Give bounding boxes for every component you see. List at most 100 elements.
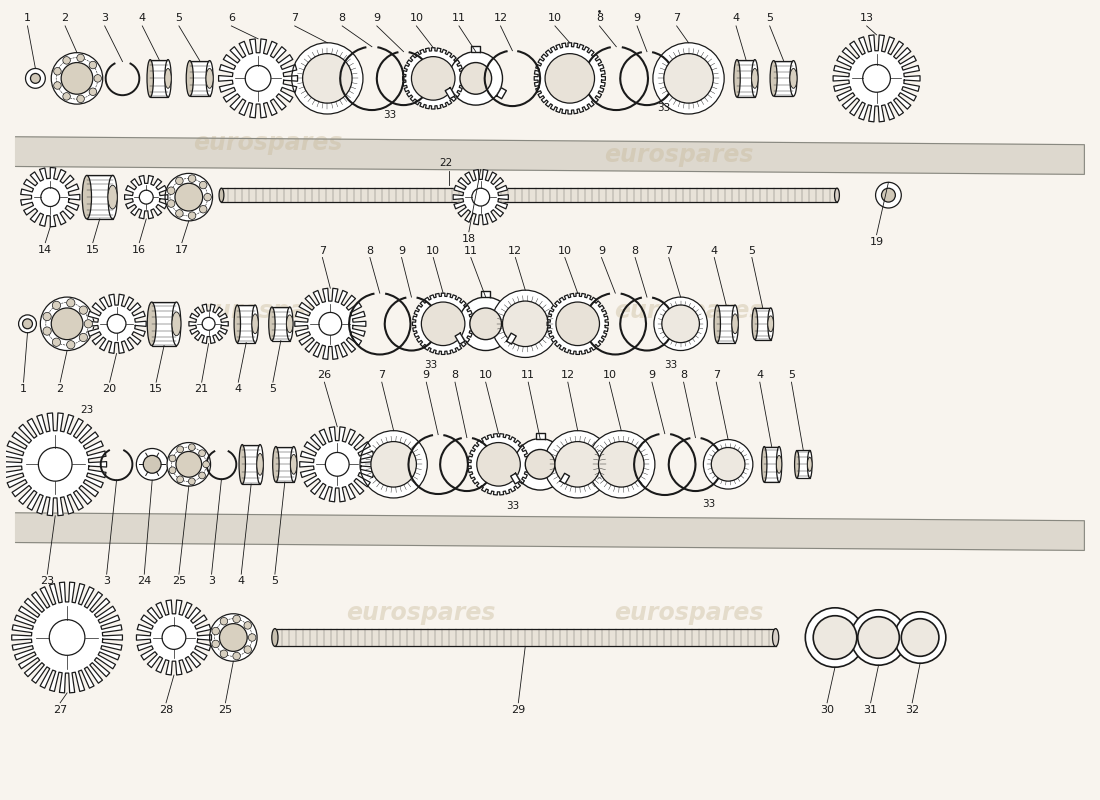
- Ellipse shape: [165, 59, 172, 97]
- Bar: [717, 305, 735, 342]
- Text: 33: 33: [657, 103, 670, 113]
- Circle shape: [663, 54, 713, 103]
- Text: 7: 7: [292, 13, 298, 23]
- Circle shape: [169, 455, 176, 462]
- Text: 18: 18: [462, 234, 476, 244]
- Circle shape: [41, 297, 94, 350]
- Ellipse shape: [186, 61, 194, 96]
- Text: 33: 33: [702, 499, 715, 509]
- Text: 9: 9: [598, 246, 605, 255]
- Ellipse shape: [172, 312, 180, 336]
- Circle shape: [77, 95, 85, 102]
- Text: eurospares: eurospares: [614, 299, 763, 323]
- Text: 7: 7: [673, 13, 680, 23]
- Polygon shape: [124, 175, 168, 218]
- Text: 4: 4: [733, 13, 739, 23]
- Text: 12: 12: [494, 13, 507, 23]
- Text: 9: 9: [634, 13, 640, 23]
- Circle shape: [175, 183, 202, 211]
- Ellipse shape: [165, 69, 172, 88]
- Polygon shape: [87, 294, 146, 354]
- Text: 3: 3: [101, 13, 108, 23]
- Ellipse shape: [768, 308, 773, 340]
- Ellipse shape: [108, 186, 118, 209]
- Ellipse shape: [234, 305, 241, 342]
- Text: eurospares: eurospares: [604, 142, 754, 166]
- Text: 4: 4: [756, 370, 763, 380]
- Bar: [737, 59, 755, 97]
- Circle shape: [25, 69, 45, 88]
- Text: 25: 25: [219, 705, 232, 714]
- Circle shape: [31, 74, 41, 83]
- Text: 3: 3: [208, 576, 216, 586]
- Circle shape: [165, 174, 212, 221]
- Text: eurospares: eurospares: [198, 299, 348, 323]
- Ellipse shape: [286, 307, 293, 341]
- Text: 4: 4: [238, 576, 245, 586]
- Circle shape: [212, 640, 219, 648]
- Circle shape: [244, 646, 252, 654]
- Polygon shape: [189, 304, 229, 343]
- Circle shape: [52, 308, 82, 340]
- Ellipse shape: [807, 458, 812, 471]
- Ellipse shape: [807, 450, 812, 478]
- Circle shape: [162, 626, 186, 650]
- Circle shape: [492, 290, 559, 358]
- Text: 8: 8: [680, 370, 688, 380]
- Polygon shape: [536, 433, 544, 438]
- Circle shape: [901, 618, 939, 656]
- Ellipse shape: [268, 307, 275, 341]
- Circle shape: [140, 190, 153, 204]
- Circle shape: [326, 453, 349, 476]
- Polygon shape: [219, 39, 298, 118]
- Ellipse shape: [172, 302, 180, 346]
- Polygon shape: [15, 137, 1085, 174]
- Text: 8: 8: [451, 370, 459, 380]
- Circle shape: [805, 608, 865, 667]
- Circle shape: [188, 478, 195, 485]
- Circle shape: [292, 42, 363, 114]
- Ellipse shape: [790, 61, 798, 96]
- Circle shape: [421, 302, 465, 346]
- Polygon shape: [412, 293, 474, 354]
- Circle shape: [460, 62, 492, 94]
- Circle shape: [67, 341, 75, 349]
- Ellipse shape: [714, 305, 720, 342]
- Circle shape: [62, 62, 92, 94]
- Polygon shape: [510, 474, 520, 484]
- Circle shape: [526, 450, 554, 479]
- Circle shape: [546, 54, 594, 103]
- Circle shape: [188, 175, 196, 182]
- Text: 21: 21: [195, 384, 209, 394]
- Ellipse shape: [732, 314, 738, 334]
- Circle shape: [39, 447, 72, 481]
- Text: 4: 4: [711, 246, 718, 255]
- Text: 27: 27: [53, 705, 67, 714]
- Text: 26: 26: [317, 370, 331, 380]
- Circle shape: [220, 624, 248, 651]
- Ellipse shape: [252, 305, 258, 342]
- Circle shape: [176, 177, 184, 185]
- Circle shape: [176, 451, 201, 477]
- Circle shape: [233, 652, 241, 660]
- Ellipse shape: [290, 446, 297, 482]
- Circle shape: [107, 314, 126, 334]
- Text: 20: 20: [102, 384, 117, 394]
- Text: 9: 9: [422, 370, 430, 380]
- Circle shape: [554, 442, 601, 487]
- Circle shape: [167, 200, 175, 207]
- Circle shape: [813, 616, 857, 659]
- Circle shape: [449, 52, 503, 105]
- Bar: [238, 305, 255, 342]
- Ellipse shape: [147, 59, 153, 97]
- Ellipse shape: [777, 455, 782, 474]
- Ellipse shape: [219, 188, 224, 202]
- Text: 1: 1: [20, 384, 28, 394]
- Text: 10: 10: [478, 370, 493, 380]
- Text: 5: 5: [272, 576, 278, 586]
- Text: 15: 15: [150, 384, 163, 394]
- Circle shape: [54, 67, 62, 75]
- Text: 5: 5: [788, 370, 795, 380]
- Polygon shape: [455, 333, 465, 344]
- Text: 33: 33: [383, 110, 396, 120]
